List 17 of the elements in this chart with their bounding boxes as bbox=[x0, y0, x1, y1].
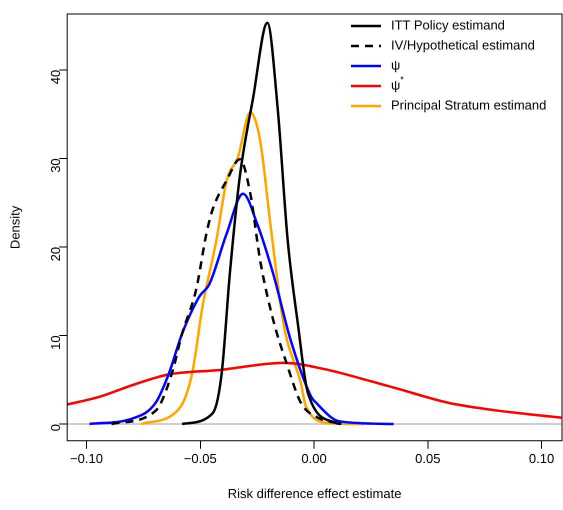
legend-label: ITT Policy estimand bbox=[391, 18, 505, 33]
x-axis-title: Risk difference effect estimate bbox=[228, 486, 402, 501]
x-tick-label: −0.10 bbox=[70, 451, 103, 466]
legend-label: ψ bbox=[391, 58, 400, 73]
x-tick-label: 0.05 bbox=[415, 451, 440, 466]
legend-label: IV/Hypothetical estimand bbox=[391, 38, 535, 53]
x-tick-label: 0.00 bbox=[301, 451, 327, 466]
x-tick-label: 0.10 bbox=[528, 451, 554, 466]
y-axis-title: Density bbox=[7, 205, 22, 250]
y-tick-label: 40 bbox=[48, 70, 63, 84]
y-tick-label: 0 bbox=[48, 424, 63, 432]
y-tick-label: 20 bbox=[48, 246, 63, 262]
y-tick-label: 30 bbox=[48, 158, 63, 173]
legend-label: ψ* bbox=[391, 74, 404, 93]
y-tick-label: 10 bbox=[48, 335, 63, 350]
legend-label: Principal Stratum estimand bbox=[391, 98, 546, 113]
x-tick-label: −0.05 bbox=[184, 451, 217, 466]
